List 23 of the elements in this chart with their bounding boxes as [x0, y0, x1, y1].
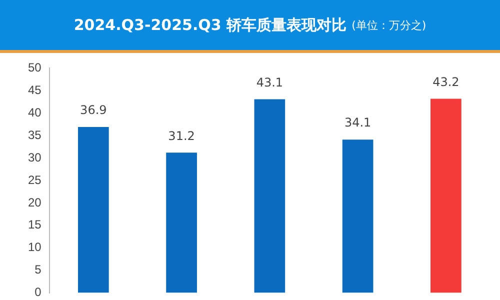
y-tick-label: 30 — [28, 150, 42, 164]
y-tick-label: 15 — [28, 218, 42, 232]
y-tick-label: 40 — [28, 105, 42, 120]
y-tick-label: 5 — [34, 262, 42, 277]
y-tick-label: 10 — [28, 240, 42, 254]
y-tick-label: 25 — [28, 172, 42, 187]
data-label: 34.1 — [344, 116, 372, 130]
bar — [254, 99, 286, 293]
chart-title: 2024.Q3-2025.Q3 轿车质量表现对比 — [74, 16, 347, 34]
data-label: 36.9 — [80, 103, 107, 118]
bar — [166, 152, 197, 293]
y-tick-label: 35 — [28, 128, 42, 142]
data-label: 31.2 — [168, 128, 195, 143]
data-label: 43.1 — [256, 75, 284, 90]
y-tick-label: 45 — [28, 82, 42, 97]
y-tick-label: 0 — [34, 285, 42, 300]
y-tick-label: 20 — [28, 195, 42, 210]
bar — [430, 98, 462, 293]
y-tick-label: 50 — [28, 60, 42, 75]
bar — [78, 127, 109, 293]
chart-subtitle: (单位：万分之) — [352, 18, 426, 32]
bar — [342, 140, 374, 293]
data-label: 43.2 — [432, 74, 460, 89]
